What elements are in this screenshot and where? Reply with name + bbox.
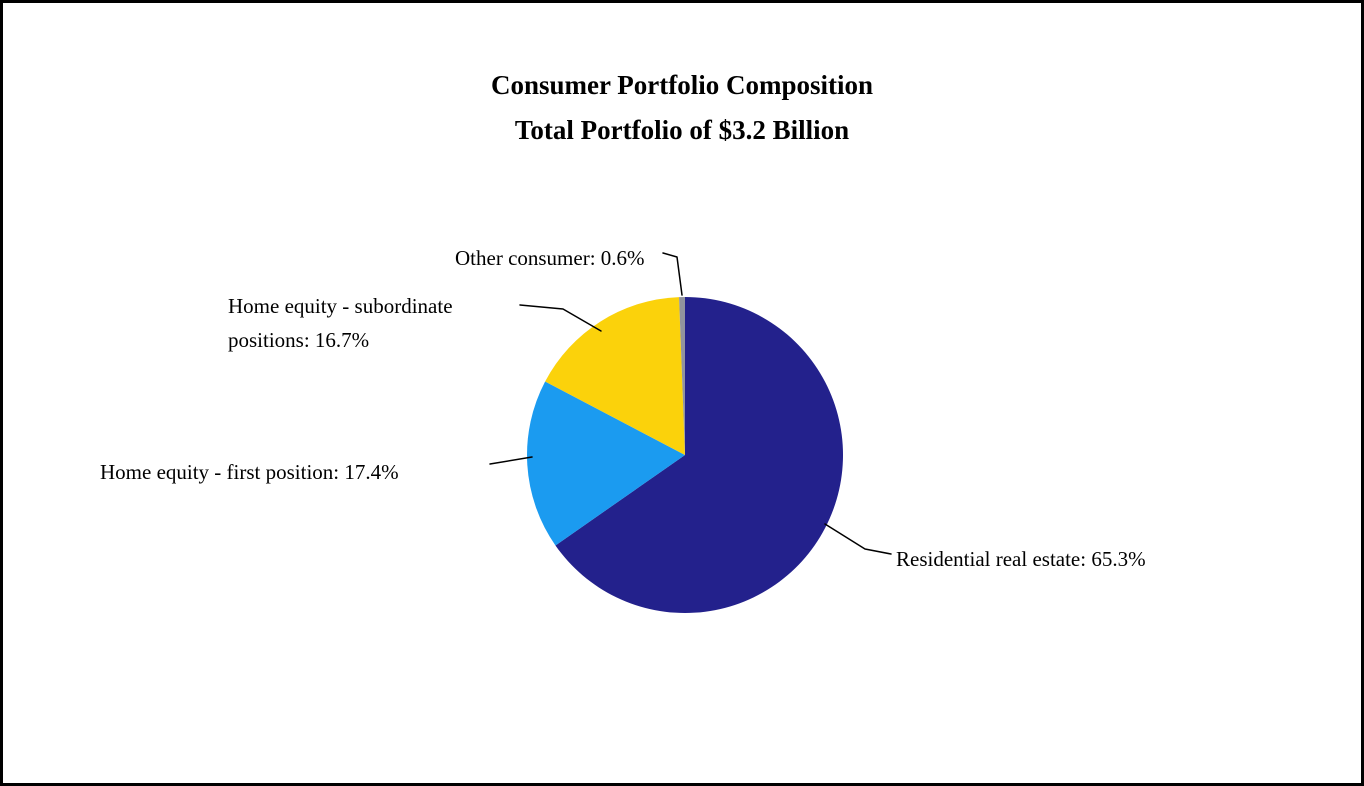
- chart-title-block: Consumer Portfolio Composition Total Por…: [3, 63, 1361, 153]
- pie-slice-residential-real-estate: [555, 297, 844, 613]
- pie-label-home-equity-subordinate: Home equity - subordinate positions: 16.…: [228, 294, 453, 352]
- leader-lines: [489, 252, 892, 555]
- chart-title: Consumer Portfolio Composition: [491, 70, 873, 100]
- leader-other-consumer: [662, 252, 683, 296]
- leader-home-eq-first: [489, 456, 533, 465]
- chart-subtitle: Total Portfolio of $3.2 Billion: [514, 115, 850, 145]
- pie-label-home-equity-first: Home equity - first position: 17.4%: [100, 460, 399, 484]
- leader-residential: [824, 523, 892, 555]
- pie-slice-other-consumer: [679, 297, 685, 455]
- pie-slice-home-equity-subordinate-positions: [545, 297, 685, 455]
- pie-label-residential: Residential real estate: 65.3%: [896, 547, 1146, 571]
- pie-slice-home-equity-first-position: [527, 381, 685, 546]
- pie-chart: [489, 252, 892, 613]
- pie-label-other-consumer: Other consumer: 0.6%: [455, 246, 645, 270]
- leader-home-eq-subordinate: [519, 304, 602, 332]
- pie-slices: [527, 297, 844, 613]
